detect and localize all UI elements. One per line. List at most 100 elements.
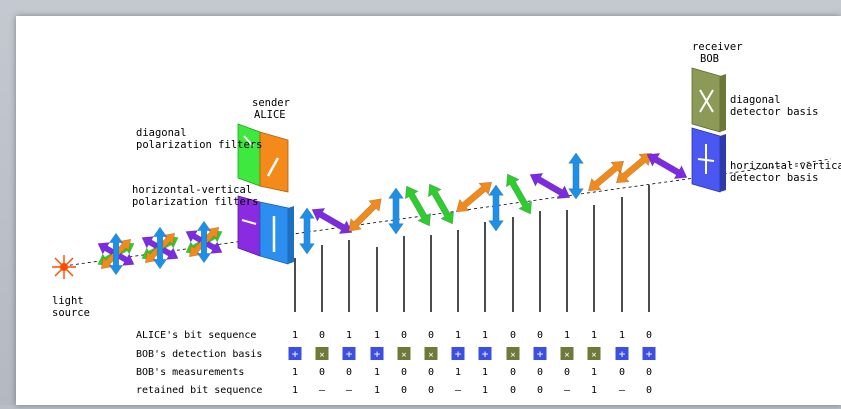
svg-text:+: + xyxy=(537,348,544,361)
svg-text:×: × xyxy=(510,351,515,361)
diag-filters-label: diagonal xyxy=(136,127,187,139)
bob-measurements-cell: 1 xyxy=(374,367,380,378)
alice-bits-cell: 1 xyxy=(374,330,380,341)
light-source-label: light xyxy=(52,295,84,307)
svg-text:×: × xyxy=(591,351,596,361)
photon-arrow-vertical xyxy=(388,187,404,235)
svg-text:×: × xyxy=(319,351,324,361)
bit-marker-lines xyxy=(294,185,650,312)
bob-measurements-cell: 0 xyxy=(428,367,434,378)
photon-arrow-vertical xyxy=(299,207,315,255)
photon-arrow-horizontal xyxy=(525,167,575,205)
row-label-bob-basis: BOB's detection basis xyxy=(136,349,262,360)
photon-arrow-vertical xyxy=(568,152,584,200)
plus-basis-icon: + xyxy=(342,347,356,361)
qkd-diagram: light source sender ALICE diagonal polar… xyxy=(52,41,841,396)
svg-text:+: + xyxy=(292,348,299,361)
bob-measurements-cell: 0 xyxy=(619,367,625,378)
alice-bits-cell: 1 xyxy=(455,330,461,341)
retained-cell: – xyxy=(346,385,353,396)
plus-basis-icon: + xyxy=(370,347,384,361)
alice-bits-cell: 0 xyxy=(510,330,516,341)
receiver-name-label: BOB xyxy=(700,53,719,65)
cross-basis-icon: × xyxy=(315,347,329,361)
retained-cell: 0 xyxy=(510,385,516,396)
retained-cell: 0 xyxy=(401,385,407,396)
bob-measurements-cell: 0 xyxy=(537,367,543,378)
svg-text:×: × xyxy=(401,351,406,361)
light-source-label-2: source xyxy=(52,307,90,319)
svg-text:+: + xyxy=(619,348,626,361)
diag-filters-label-2: polarization filters xyxy=(136,139,262,151)
svg-text:×: × xyxy=(428,351,433,361)
cross-basis-icon: × xyxy=(587,347,601,361)
retained-cell: – xyxy=(564,385,571,396)
cross-basis-icon: × xyxy=(506,347,520,361)
cross-basis-icon: × xyxy=(397,347,411,361)
sender-name-label: ALICE xyxy=(254,109,286,121)
retained-cell: 0 xyxy=(646,385,652,396)
bob-measurements-cell: 1 xyxy=(591,367,597,378)
content-panel: light source sender ALICE diagonal polar… xyxy=(16,16,841,405)
alice-bits-cell: 1 xyxy=(591,330,597,341)
bob-measurements-cell: 1 xyxy=(455,367,461,378)
retained-cell: – xyxy=(619,385,626,396)
row-label-alice-bits: ALICE's bit sequence xyxy=(136,330,256,341)
diag-detector-label: diagonal xyxy=(730,94,781,106)
diag-detector-label-2: detector basis xyxy=(730,106,819,118)
retained-cell: 0 xyxy=(537,385,543,396)
svg-text:+: + xyxy=(455,348,462,361)
alice-bits-cell: 0 xyxy=(537,330,543,341)
plus-basis-icon: + xyxy=(533,347,547,361)
receiver-label: receiver xyxy=(692,41,743,53)
sender-label: sender xyxy=(252,97,290,109)
alice-bits-cell: 1 xyxy=(564,330,570,341)
plus-basis-icon: + xyxy=(451,347,465,361)
svg-text:+: + xyxy=(482,348,489,361)
svg-text:×: × xyxy=(564,351,569,361)
retained-cell: 1 xyxy=(482,385,488,396)
retained-cell: 0 xyxy=(428,385,434,396)
plus-basis-icon: + xyxy=(615,347,629,361)
plus-basis-icon: + xyxy=(642,347,656,361)
hv-detector-label-2: detector basis xyxy=(730,172,819,184)
retained-cell: 1 xyxy=(292,385,298,396)
alice-bits-cell: 0 xyxy=(319,330,325,341)
svg-text:+: + xyxy=(646,348,653,361)
bob-measurements-cell: 0 xyxy=(346,367,352,378)
bob-measurements-cell: 0 xyxy=(401,367,407,378)
unpolarized-photons xyxy=(94,220,226,276)
retained-cell: 1 xyxy=(591,385,597,396)
alice-bits-cell: 0 xyxy=(646,330,652,341)
svg-text:+: + xyxy=(346,348,353,361)
cross-basis-icon: × xyxy=(424,347,438,361)
photon-arrow-vertical xyxy=(488,184,504,232)
bob-hv-detector xyxy=(691,127,726,193)
polarized-photons xyxy=(299,146,692,255)
hv-filters-label: horizontal-vertical xyxy=(132,184,252,196)
row-label-retained: retained bit sequence xyxy=(136,385,262,396)
retained-cell: – xyxy=(319,385,326,396)
alice-bits-cell: 1 xyxy=(482,330,488,341)
alice-bits-cell: 1 xyxy=(346,330,352,341)
alice-diagonal-filters xyxy=(237,123,289,193)
retained-cell: 1 xyxy=(374,385,380,396)
cross-basis-icon: × xyxy=(560,347,574,361)
plus-basis-icon: + xyxy=(478,347,492,361)
svg-text:+: + xyxy=(374,348,381,361)
sun-burst-icon xyxy=(52,255,76,279)
retained-cell: – xyxy=(455,385,462,396)
hv-filters-label-2: polarization filters xyxy=(132,196,258,208)
bob-measurements-cell: 1 xyxy=(292,367,298,378)
bob-measurements-cell: 0 xyxy=(510,367,516,378)
alice-hv-filters xyxy=(237,195,294,265)
photon-arrow-diagonal-right xyxy=(451,175,497,219)
bob-diagonal-detector xyxy=(691,67,726,133)
bit-table: ALICE's bit sequence BOB's detection bas… xyxy=(136,330,656,396)
alice-bits-cell: 1 xyxy=(292,330,298,341)
bob-measurements-cell: 1 xyxy=(482,367,488,378)
bob-measurements-cell: 0 xyxy=(564,367,570,378)
hv-detector-label: horizontal-vertical xyxy=(730,160,841,172)
alice-bits-cell: 0 xyxy=(428,330,434,341)
